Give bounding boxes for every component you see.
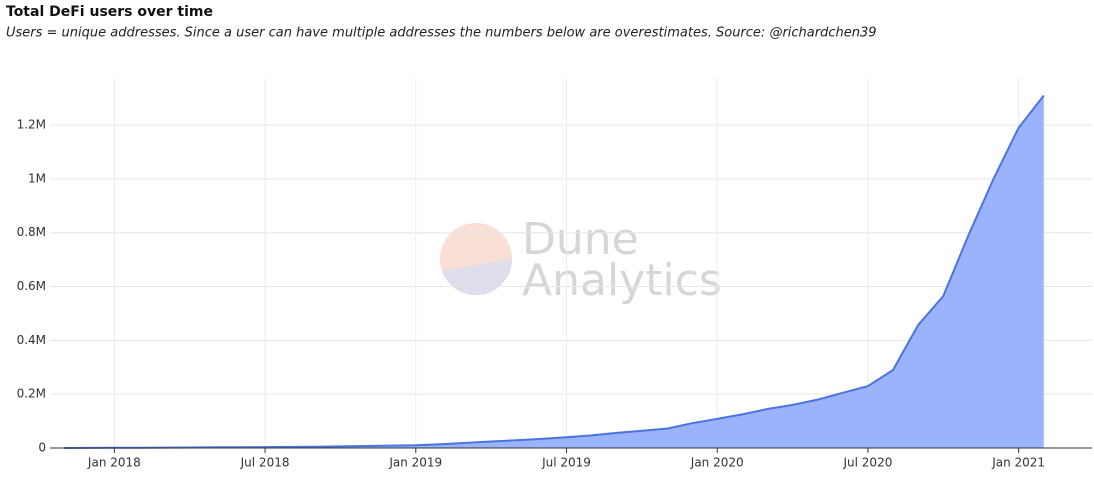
chart-title: Total DeFi users over time: [6, 4, 213, 20]
y-tick-label: 0.6M: [17, 279, 46, 293]
line: [64, 94, 1045, 449]
watermark-text: Dune: [522, 214, 639, 265]
y-tick-label: 0.2M: [17, 387, 46, 401]
watermark-text: Analytics: [522, 255, 722, 306]
area: [64, 95, 1044, 448]
x-tick-label: Jan 2020: [690, 456, 744, 470]
y-tick-label: 0: [38, 441, 46, 455]
y-tick-label: 1.2M: [17, 118, 46, 132]
watermark: Dune Analytics: [440, 214, 722, 306]
x-tick-label: Jan 2018: [87, 456, 141, 470]
x-tick-label: Jul 2020: [843, 456, 893, 470]
grid: [50, 78, 1092, 449]
y-tick-label: 0.8M: [17, 225, 46, 239]
x-tick-label: Jan 2021: [991, 456, 1045, 470]
y-tick-label: 1M: [28, 171, 46, 185]
y-tick-label: 0.4M: [17, 333, 46, 347]
x-tick-label: Jan 2019: [388, 456, 442, 470]
chart-subtitle: Users = unique addresses. Since a user c…: [6, 26, 877, 41]
x-tick-label: Jul 2018: [240, 456, 290, 470]
x-tick-label: Jul 2019: [541, 456, 591, 470]
